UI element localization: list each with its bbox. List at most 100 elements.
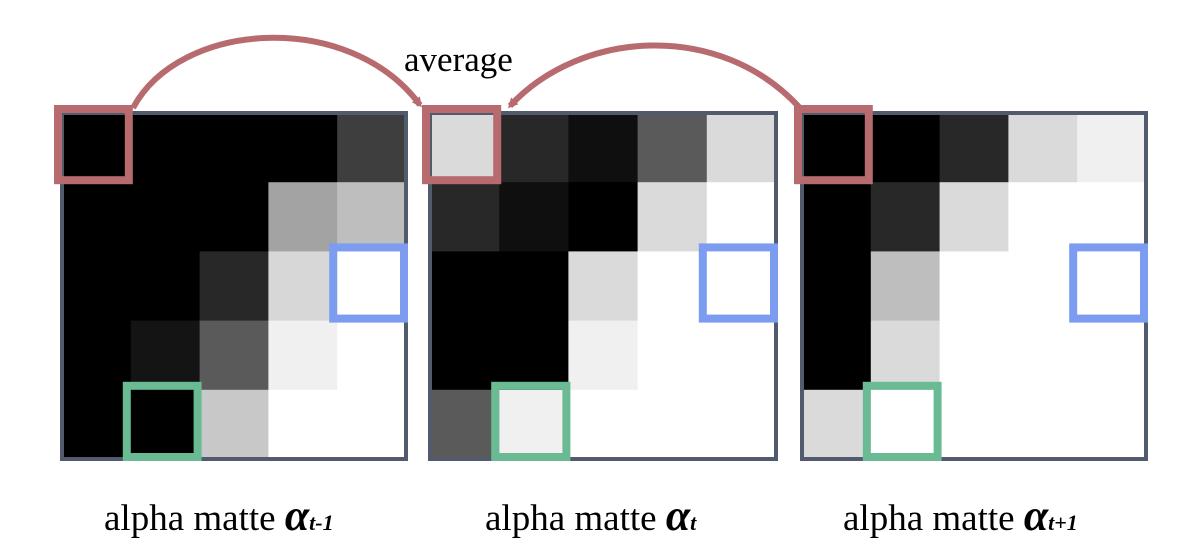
matrix-cell: [130, 113, 201, 183]
matrix-cell: [706, 251, 777, 322]
blue-highlight-box: [1069, 243, 1148, 323]
red-highlight-box: [794, 105, 873, 185]
matrix-cell: [130, 320, 201, 391]
caption-t-minus-1: alpha matte αt-1: [104, 490, 334, 540]
matrix-cell: [939, 389, 1009, 460]
matrix-cell: [1077, 251, 1147, 322]
matrix-cell: [268, 320, 338, 391]
matrix-cell: [568, 113, 639, 183]
matrix-cell: [130, 389, 201, 460]
matrix-cell: [870, 320, 941, 391]
caption-text: alpha matte: [104, 498, 276, 539]
matrix-cell: [499, 320, 569, 391]
matrix-cell: [62, 182, 132, 252]
matrix-cell: [268, 251, 338, 322]
matrix-cell: [706, 182, 777, 252]
alpha-symbol: α: [1023, 491, 1049, 540]
matrix-cell: [802, 251, 872, 322]
matrix-cell: [706, 113, 777, 183]
matrix-cell: [62, 113, 132, 183]
matrix-cell: [62, 251, 132, 322]
blue-highlight-box: [698, 243, 778, 323]
matrix-cell: [499, 251, 569, 322]
matrix-cell: [568, 320, 639, 391]
matrix-cell: [499, 113, 569, 183]
green-highlight-box: [862, 381, 942, 461]
matrix-cell: [430, 389, 500, 460]
matrix-cell: [1077, 320, 1147, 391]
matrix-cell: [637, 320, 708, 391]
matrix-cell: [1008, 251, 1078, 322]
matrix-cell: [268, 389, 338, 460]
matrix-cell: [499, 182, 569, 252]
matrix-cell: [268, 113, 338, 183]
matrix-cell: [568, 389, 639, 460]
matrix-cell: [268, 182, 338, 252]
green-highlight-box: [122, 381, 202, 461]
matrix-cell: [870, 251, 941, 322]
matrix-cell: [939, 113, 1009, 183]
matrix-cell: [199, 389, 269, 460]
matrix-cell: [130, 251, 201, 322]
matrix-cell: [337, 182, 407, 252]
matrix-cell: [637, 389, 708, 460]
matrix-cell: [430, 251, 500, 322]
matrix-cell: [1008, 113, 1078, 183]
matrix-cell: [637, 113, 708, 183]
caption-t: alpha matte αt: [485, 490, 696, 540]
matrix-cell: [637, 182, 708, 252]
matrix-cell: [802, 320, 872, 391]
matrix-cell: [870, 113, 941, 183]
matrix-cell: [199, 320, 269, 391]
green-highlight-box: [491, 381, 571, 461]
matrix-cell: [130, 182, 201, 252]
blue-highlight-box: [329, 243, 409, 323]
matrix-cell: [568, 251, 639, 322]
caption-text: alpha matte: [485, 498, 657, 539]
matrix-cell: [637, 251, 708, 322]
matrix-cell: [337, 389, 407, 460]
arrow-left-to-center: [130, 34, 423, 110]
alpha-symbol: α: [284, 491, 310, 540]
matrix-cell: [337, 320, 407, 391]
matrix-cell: [706, 389, 777, 460]
matrix-cell: [568, 182, 639, 252]
matrix-cell: [1008, 182, 1078, 252]
matrix-cell: [62, 320, 132, 391]
matrix-cell: [870, 182, 941, 252]
matrix-cell: [1077, 389, 1147, 460]
matrix-cell: [1077, 182, 1147, 252]
red-highlight-box: [422, 105, 502, 185]
matrix-cell: [706, 320, 777, 391]
matrix-cell: [430, 320, 500, 391]
matrix-cell: [337, 251, 407, 322]
matrix-cell: [802, 389, 872, 460]
matrix-cell: [802, 182, 872, 252]
subscript: t: [690, 510, 697, 535]
matrix-cell: [199, 251, 269, 322]
matrix-cell: [939, 320, 1009, 391]
matrix-cell: [199, 182, 269, 252]
red-highlight-box: [54, 105, 133, 185]
matrix-cell: [199, 113, 269, 183]
alpha-symbol: α: [665, 491, 691, 540]
average-label: average: [404, 40, 513, 79]
arrow-right-to-center: [507, 42, 803, 111]
matrix-cell: [939, 182, 1009, 252]
caption-text: alpha matte: [843, 498, 1015, 539]
matrix-cell: [499, 389, 569, 460]
caption-t-plus-1: alpha matte αt+1: [843, 490, 1078, 540]
subscript: t-1: [309, 510, 334, 535]
matrix-cell: [1077, 113, 1147, 183]
matrix-cell: [802, 113, 872, 183]
matrix-cell: [870, 389, 941, 460]
matrix-cell: [430, 113, 500, 183]
matrix-cell: [62, 389, 132, 460]
matrix-cell: [430, 182, 500, 252]
matrix-cell: [1008, 389, 1078, 460]
subscript: t+1: [1048, 510, 1078, 535]
matrix-cell: [1008, 320, 1078, 391]
matrix-cell: [939, 251, 1009, 322]
matrix-cell: [337, 113, 407, 183]
